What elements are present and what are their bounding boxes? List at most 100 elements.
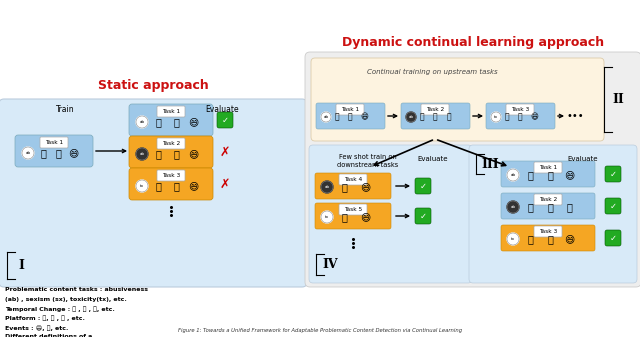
Text: ⌚: ⌚ — [527, 202, 533, 212]
FancyBboxPatch shape — [415, 208, 431, 224]
Text: 🔴: 🔴 — [173, 117, 179, 127]
Text: ab: ab — [324, 185, 330, 189]
Text: Train: Train — [56, 104, 74, 114]
Text: 🌐: 🌐 — [173, 181, 179, 191]
Text: ✓: ✓ — [419, 182, 426, 190]
Circle shape — [406, 112, 416, 122]
Text: ab: ab — [140, 120, 145, 124]
FancyBboxPatch shape — [0, 99, 307, 287]
FancyBboxPatch shape — [305, 52, 640, 287]
Circle shape — [321, 112, 331, 122]
Text: Temporal Change : 🕐 , ⌚ , 🕰, etc.: Temporal Change : 🕐 , ⌚ , 🕰, etc. — [5, 306, 115, 312]
Text: tx: tx — [494, 115, 498, 119]
Text: 😄: 😄 — [360, 182, 370, 192]
Text: Events : 😄, 🐢, etc.: Events : 😄, 🐢, etc. — [5, 325, 68, 331]
Text: Task 2: Task 2 — [539, 197, 557, 202]
FancyBboxPatch shape — [157, 170, 185, 181]
Text: 🔴: 🔴 — [55, 148, 61, 158]
Circle shape — [136, 148, 148, 160]
Text: tx: tx — [511, 237, 515, 241]
Circle shape — [136, 180, 148, 192]
FancyBboxPatch shape — [534, 162, 562, 173]
Text: Task 1: Task 1 — [341, 107, 359, 112]
Text: 🔴: 🔴 — [547, 234, 553, 244]
Text: Task 2: Task 2 — [162, 141, 180, 146]
Text: Task 4: Task 4 — [344, 177, 362, 182]
Circle shape — [321, 211, 333, 223]
Text: 😄: 😄 — [188, 149, 198, 159]
Text: ✓: ✓ — [609, 234, 616, 243]
Circle shape — [507, 169, 519, 181]
Text: ab: ab — [140, 152, 145, 156]
FancyBboxPatch shape — [501, 161, 595, 187]
Text: 🔴: 🔴 — [518, 113, 522, 122]
FancyBboxPatch shape — [315, 203, 391, 229]
Text: Task 1: Task 1 — [45, 140, 63, 145]
Text: ab: ab — [323, 115, 328, 119]
Text: Task 3: Task 3 — [539, 229, 557, 234]
Text: ab: ab — [511, 173, 516, 177]
Text: 🕐: 🕐 — [527, 234, 533, 244]
Text: ab: ab — [511, 205, 516, 209]
FancyBboxPatch shape — [501, 225, 595, 251]
FancyBboxPatch shape — [315, 173, 391, 199]
FancyBboxPatch shape — [534, 194, 562, 205]
Text: 🕐: 🕐 — [505, 113, 509, 122]
FancyBboxPatch shape — [309, 145, 472, 283]
Text: ✓: ✓ — [221, 116, 228, 124]
FancyBboxPatch shape — [157, 106, 185, 117]
Text: ⌚: ⌚ — [341, 212, 347, 222]
Text: 😄: 😄 — [564, 234, 574, 244]
Text: 😄: 😄 — [188, 181, 198, 191]
FancyBboxPatch shape — [534, 226, 562, 237]
Text: downstream tasks: downstream tasks — [337, 162, 399, 168]
Text: ⌚: ⌚ — [420, 113, 424, 122]
FancyBboxPatch shape — [40, 137, 68, 148]
Text: III: III — [481, 157, 499, 171]
FancyBboxPatch shape — [415, 178, 431, 194]
Text: Evaluate: Evaluate — [205, 104, 239, 114]
Text: Figure 1: Towards a Unified Framework for Adaptable Problematic Content Detectio: Figure 1: Towards a Unified Framework fo… — [178, 328, 462, 333]
Text: 🕐: 🕐 — [335, 113, 339, 122]
Text: Evaluate: Evaluate — [418, 156, 448, 162]
FancyBboxPatch shape — [129, 136, 213, 168]
Circle shape — [507, 233, 519, 245]
FancyBboxPatch shape — [129, 104, 213, 136]
Text: Different definitions of a: Different definitions of a — [5, 335, 92, 337]
FancyBboxPatch shape — [605, 198, 621, 214]
Text: ab: ab — [408, 115, 413, 119]
Text: tx: tx — [325, 215, 329, 219]
Text: Task 3: Task 3 — [162, 173, 180, 178]
Text: ab: ab — [26, 151, 31, 155]
Text: Platform : 🐦, 🔴 , 🌐 , etc.: Platform : 🐦, 🔴 , 🌐 , etc. — [5, 315, 85, 321]
Text: 💧: 💧 — [447, 113, 451, 122]
Circle shape — [136, 116, 148, 128]
Text: 🐦: 🐦 — [341, 182, 347, 192]
Text: Evaluate: Evaluate — [568, 156, 598, 162]
Text: ✓: ✓ — [419, 212, 426, 220]
FancyBboxPatch shape — [501, 193, 595, 219]
Text: tx: tx — [140, 184, 144, 188]
Text: Dynamic continual learning approach: Dynamic continual learning approach — [342, 36, 604, 49]
Text: II: II — [612, 93, 624, 106]
Text: 💧: 💧 — [566, 202, 572, 212]
Text: Task 5: Task 5 — [344, 207, 362, 212]
Circle shape — [491, 112, 501, 122]
Text: 😄: 😄 — [564, 170, 574, 180]
Text: Static approach: Static approach — [98, 79, 209, 92]
Text: ✓: ✓ — [609, 202, 616, 211]
Text: 🕐: 🕐 — [40, 148, 46, 158]
FancyBboxPatch shape — [339, 204, 367, 215]
Text: Task 1: Task 1 — [539, 165, 557, 170]
Text: I: I — [18, 259, 24, 272]
FancyBboxPatch shape — [506, 104, 534, 115]
Text: ✓: ✓ — [609, 170, 616, 179]
FancyBboxPatch shape — [157, 138, 185, 149]
Circle shape — [321, 181, 333, 193]
FancyBboxPatch shape — [316, 103, 385, 129]
Text: 😄: 😄 — [360, 212, 370, 222]
Text: 🔴: 🔴 — [348, 113, 352, 122]
FancyBboxPatch shape — [421, 104, 449, 115]
Text: ✗: ✗ — [220, 178, 230, 190]
Text: 😄: 😄 — [68, 148, 78, 158]
